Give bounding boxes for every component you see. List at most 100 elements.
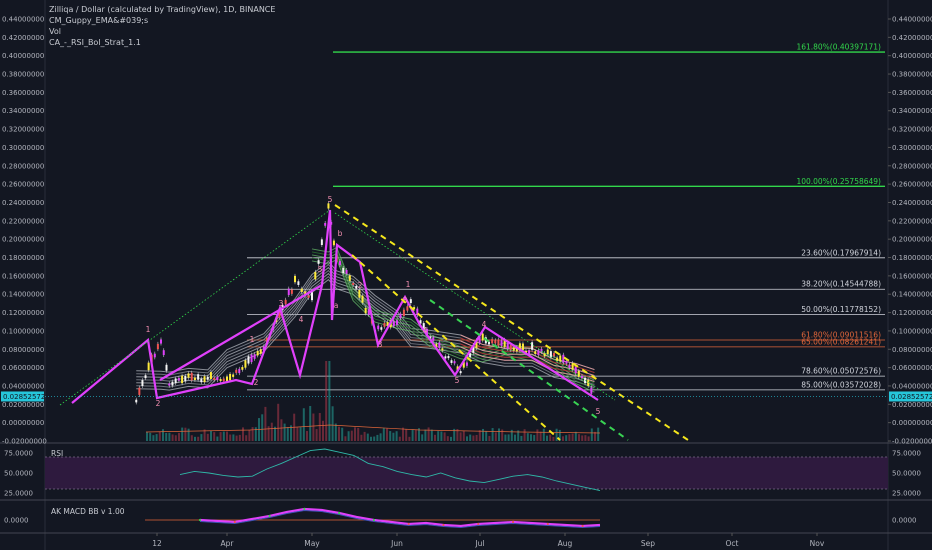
volume-bar [478,430,481,441]
candle-body [345,269,348,274]
candle-body [259,349,262,354]
volume-bar [494,432,497,441]
price-tick-left: 0.36000000 [2,89,44,97]
candle-body [590,387,593,394]
volume-bar [510,429,513,441]
candle-body [232,374,235,377]
time-axis-label: May [304,539,320,548]
volume-bar [350,430,353,441]
candle-body [444,356,447,359]
rsi-line [179,448,601,492]
volume-bar [270,422,273,441]
candle-body [317,260,320,264]
current-price-badge-right [889,391,932,402]
price-tick-left: 0.18000000 [2,254,44,262]
candle-body [256,351,259,356]
candle-body [402,309,405,317]
price-tick-left: 0.14000000 [2,291,44,299]
wave-label: 5 [455,376,460,385]
volume-bar [376,434,379,441]
candle-body [355,286,358,289]
price-tick-left: 0.40000000 [2,52,44,60]
candle-body [377,325,380,330]
candle-body [406,306,409,311]
candle-body [425,328,428,336]
price-tick-right: -0.02000000 [892,438,932,446]
volume-bar [341,427,344,441]
candle-body [447,356,450,359]
price-tick-right: 0.20000000 [892,236,932,244]
price-tick-right: 0.12000000 [892,309,932,317]
macd-dot [268,514,271,518]
candle-body [481,333,484,341]
wave-label: 1 [250,335,255,344]
candle-body [435,343,438,348]
price-tick-right: 0.10000000 [892,327,932,335]
candle-body [580,376,583,379]
candle-body [422,323,425,331]
wave-label: 2 [156,399,161,408]
volume-bar [562,436,564,441]
volume-bar [306,431,308,441]
volume-bar [267,426,270,441]
candle-body [367,309,370,315]
macd-dot [198,518,202,522]
volume-bar [338,426,340,441]
trend-dotted-green [59,209,331,406]
volume-bar [594,431,596,441]
macd-dot [511,520,515,524]
candle-body [200,378,203,383]
candle-body [512,347,515,351]
volume-bar [469,434,472,441]
candle-body [206,376,209,380]
volume-bar [370,436,372,441]
volume-bar [392,432,395,441]
macd-dot [442,523,445,527]
fib-level-label: 61.80%(0.09011516) [801,330,881,339]
rsi-tick-right: 25.0000 [892,490,921,498]
price-tick-left: 0.22000000 [2,217,44,225]
volume-bar [261,414,264,441]
price-tick-right: 0.06000000 [892,364,932,372]
volume-bar [165,432,168,441]
macd-dot [372,518,376,522]
elliott-impulse-line [159,284,323,381]
volume-bar [568,434,571,441]
candle-body [250,354,253,363]
candle-body [543,353,546,357]
volume-bar [590,428,593,441]
volume-bar [504,434,507,441]
time-axis-label: Jun [390,539,403,548]
candle-body [304,291,307,296]
candle-body [494,340,497,344]
wave-label: 5 [328,195,333,204]
volume-bar [328,361,331,441]
wave-label: 3 [279,299,284,308]
candle-body [284,299,287,305]
volume-bar [587,436,590,441]
current-price-label-left: 0.02852572 [3,393,45,401]
trend-dotted-green-2 [334,212,616,401]
wave-label: 3 [378,340,383,349]
price-tick-left: -0.02000000 [2,438,47,446]
candle-body [314,271,317,280]
volume-bar [542,428,545,441]
volume-bar [315,429,318,441]
candle-body [506,343,509,349]
candle-body [165,364,168,371]
candle-body [135,399,138,403]
candle-body [553,353,556,357]
volume-bar [558,429,561,441]
candle-body [383,322,386,327]
volume-bar [395,431,398,441]
macd-dot [407,522,410,526]
candle-body [565,361,568,364]
volume-bar [238,434,241,441]
candle-body [392,321,395,327]
volume-bar [242,427,244,441]
macd-title: AK MACD BB v 1.00 [51,507,125,516]
volume-bar [155,434,158,441]
volume-bar [168,432,171,441]
candle-body [311,292,313,301]
